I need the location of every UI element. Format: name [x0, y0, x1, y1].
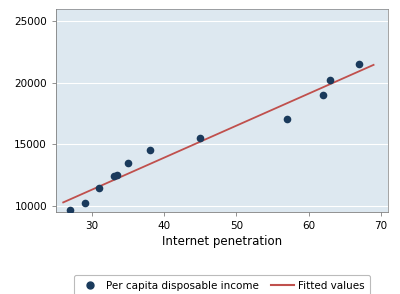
- Point: [114, 173, 120, 177]
- Point: [197, 136, 204, 140]
- Point: [320, 93, 326, 97]
- Point: [125, 160, 131, 165]
- Point: [147, 148, 153, 153]
- Point: [356, 62, 362, 66]
- Point: [82, 201, 88, 206]
- Point: [67, 208, 74, 213]
- Point: [327, 78, 334, 83]
- Legend: Per capita disposable income, Fitted values: Per capita disposable income, Fitted val…: [74, 275, 370, 294]
- X-axis label: Internet penetration: Internet penetration: [162, 235, 282, 248]
- Point: [96, 186, 102, 191]
- Point: [110, 174, 117, 178]
- Point: [284, 117, 290, 122]
